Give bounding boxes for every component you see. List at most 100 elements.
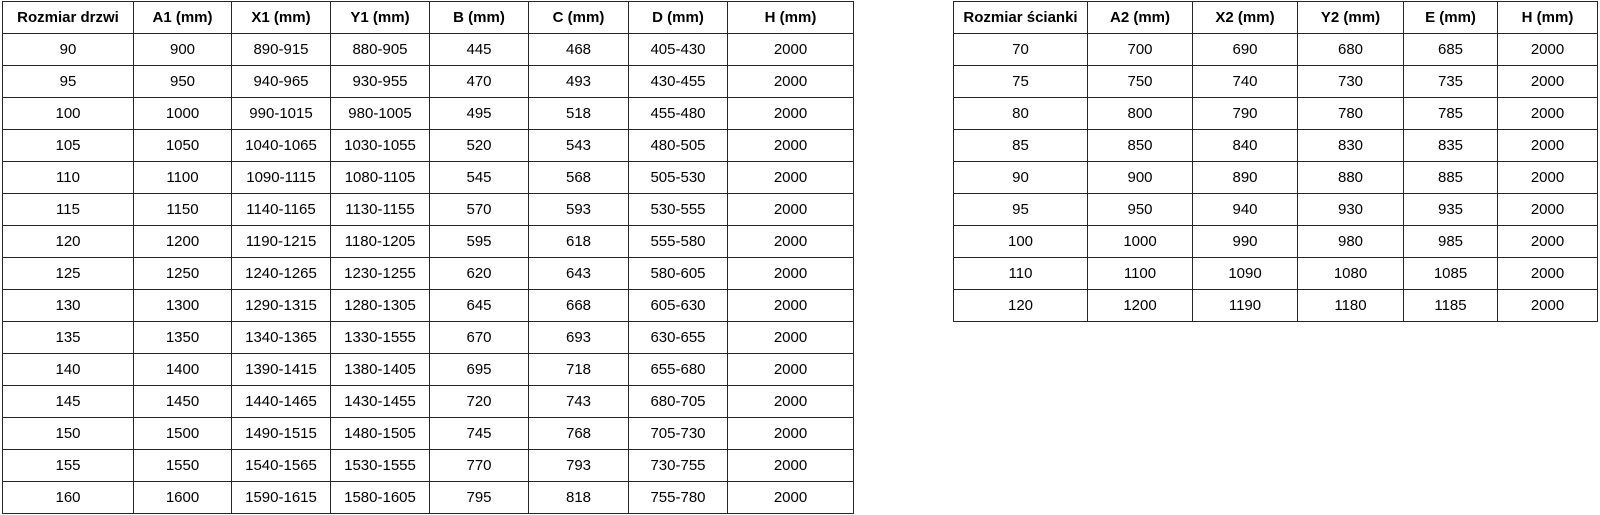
table-cell: 95	[953, 193, 1088, 226]
table-cell: 1040-1065	[231, 129, 331, 162]
table-cell: 2000	[727, 385, 854, 418]
table-row: 90 900 890-915 880-905 445 468 405-430 2000	[2, 33, 854, 66]
table-cell: 555-580	[628, 225, 728, 258]
table-cell: 2000	[727, 33, 854, 66]
table-cell: 2000	[727, 353, 854, 386]
table-cell: 770	[429, 449, 529, 482]
table-cell: 580-605	[628, 257, 728, 290]
table-cell: 155	[2, 449, 134, 482]
table-cell: 520	[429, 129, 529, 162]
table-cell: 1150	[133, 193, 232, 226]
table-cell: 685	[1403, 33, 1498, 66]
table-cell: 518	[528, 97, 629, 130]
table-cell: 1550	[133, 449, 232, 482]
table-cell: 700	[1087, 33, 1193, 66]
table-cell: 1330-1555	[330, 321, 430, 354]
table-cell: 1090	[1192, 257, 1298, 290]
table-cell: 835	[1403, 129, 1498, 162]
header-cell: A1 (mm)	[133, 1, 232, 34]
table-cell: 160	[2, 481, 134, 514]
table-cell: 990	[1192, 225, 1298, 258]
table-cell: 95	[2, 65, 134, 98]
table-cell: 718	[528, 353, 629, 386]
table-cell: 1180-1205	[330, 225, 430, 258]
table-cell: 2000	[727, 129, 854, 162]
table-cell: 645	[429, 289, 529, 322]
table-cell: 1000	[1087, 225, 1193, 258]
table-cell: 795	[429, 481, 529, 514]
table-cell: 655-680	[628, 353, 728, 386]
header-cell: H (mm)	[727, 1, 854, 34]
table-cell: 430-455	[628, 65, 728, 98]
table-cell: 885	[1403, 161, 1498, 194]
table-cell: 570	[429, 193, 529, 226]
table-cell: 480-505	[628, 129, 728, 162]
table-cell: 680-705	[628, 385, 728, 418]
table-cell: 80	[953, 97, 1088, 130]
table-cell: 668	[528, 289, 629, 322]
header-cell: H (mm)	[1497, 1, 1598, 34]
door-size-table: Rozmiar drzwi A1 (mm) X1 (mm) Y1 (mm) B (mm)…	[2, 1, 854, 514]
table-row: 85 850 840 830 835 2000	[953, 129, 1598, 162]
header-cell: Rozmiar drzwi	[2, 1, 134, 34]
table-cell: 495	[429, 97, 529, 130]
table-cell: 630-655	[628, 321, 728, 354]
table-cell: 493	[528, 65, 629, 98]
table-cell: 1230-1255	[330, 257, 430, 290]
header-cell: E (mm)	[1403, 1, 1498, 34]
table-cell: 705-730	[628, 417, 728, 450]
header-cell: X2 (mm)	[1192, 1, 1298, 34]
header-cell: D (mm)	[628, 1, 728, 34]
table-cell: 1400	[133, 353, 232, 386]
table-cell: 1100	[133, 161, 232, 194]
table-cell: 1500	[133, 417, 232, 450]
table-cell: 620	[429, 257, 529, 290]
header-cell: X1 (mm)	[231, 1, 331, 34]
table-row: 130 1300 1290-1315 1280-1305 645 668 605-630 20…	[2, 289, 854, 322]
table-cell: 1100	[1087, 257, 1193, 290]
table-cell: 1250	[133, 257, 232, 290]
table-cell: 1590-1615	[231, 481, 331, 514]
table-cell: 880	[1297, 161, 1404, 194]
table-cell: 120	[953, 289, 1088, 322]
table-cell: 595	[429, 225, 529, 258]
table-cell: 2000	[727, 225, 854, 258]
table-row: 145 1450 1440-1465 1430-1455 720 743 680-705 20…	[2, 385, 854, 418]
table-cell: 735	[1403, 65, 1498, 98]
door-table-header-row: Rozmiar drzwi A1 (mm) X1 (mm) Y1 (mm) B (mm)…	[2, 1, 854, 34]
table-cell: 1185	[1403, 289, 1498, 322]
table-cell: 75	[953, 65, 1088, 98]
table-cell: 890	[1192, 161, 1298, 194]
table-row: 70 700 690 680 685 2000	[953, 33, 1598, 66]
header-cell: B (mm)	[429, 1, 529, 34]
table-cell: 1440-1465	[231, 385, 331, 418]
table-cell: 850	[1087, 129, 1193, 162]
table-row: 100 1000 990 980 985 2000	[953, 225, 1598, 258]
table-cell: 90	[2, 33, 134, 66]
table-cell: 1480-1505	[330, 417, 430, 450]
table-cell: 840	[1192, 129, 1298, 162]
table-row: 95 950 940 930 935 2000	[953, 193, 1598, 226]
table-cell: 800	[1087, 97, 1193, 130]
table-cell: 1140-1165	[231, 193, 331, 226]
table-cell: 2000	[727, 257, 854, 290]
table-cell: 743	[528, 385, 629, 418]
table-cell: 90	[953, 161, 1088, 194]
table-row: 125 1250 1240-1265 1230-1255 620 643 580-605 20…	[2, 257, 854, 290]
table-cell: 643	[528, 257, 629, 290]
table-cell: 100	[2, 97, 134, 130]
table-cell: 593	[528, 193, 629, 226]
table-cell: 950	[133, 65, 232, 98]
table-cell: 1180	[1297, 289, 1404, 322]
table-cell: 690	[1192, 33, 1298, 66]
table-row: 120 1200 1190 1180 1185 2000	[953, 289, 1598, 322]
wall-size-table: Rozmiar ścianki A2 (mm) X2 (mm) Y2 (mm) E (m…	[953, 1, 1598, 322]
table-cell: 115	[2, 193, 134, 226]
table-cell: 145	[2, 385, 134, 418]
table-cell: 105	[2, 129, 134, 162]
table-cell: 818	[528, 481, 629, 514]
table-cell: 695	[429, 353, 529, 386]
table-cell: 1450	[133, 385, 232, 418]
table-cell: 445	[429, 33, 529, 66]
table-cell: 980	[1297, 225, 1404, 258]
